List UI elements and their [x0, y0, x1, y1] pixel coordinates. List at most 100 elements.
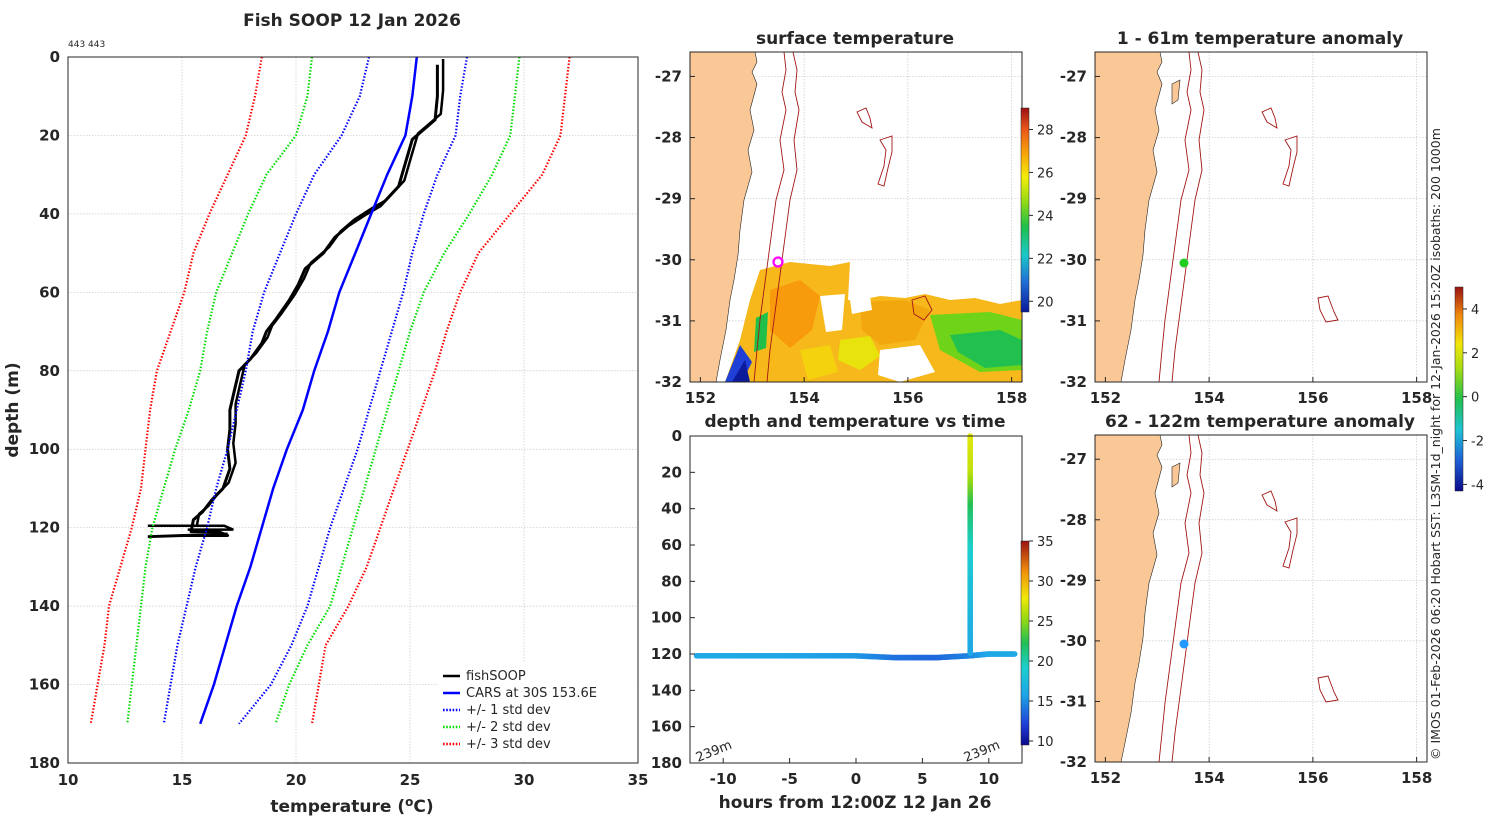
sst-colorbar [1020, 107, 1030, 313]
map-y-tick-label: -27 [655, 67, 682, 85]
map-x-tick-label: 156 [1297, 769, 1328, 787]
anom-shallow-frame [1094, 51, 1428, 383]
time-x-ticks: -10 -5 0 5 10 [710, 758, 999, 788]
anom-deep-land [1095, 435, 1163, 762]
x-tick-label: 15 [172, 771, 193, 789]
anom-deep-station [1179, 639, 1189, 649]
map-x-tick-label: 154 [788, 389, 819, 407]
map-y-tick-label: -29 [1060, 190, 1087, 208]
profile-x-label: temperature (oC) [270, 795, 433, 817]
profile-gridlines [67, 56, 639, 764]
map-y-tick-label: -30 [1060, 251, 1087, 269]
map-y-tick-label: -28 [655, 129, 682, 147]
time-y-tick-label: 20 [661, 463, 682, 481]
map-y-tick-label: -29 [655, 190, 682, 208]
colorbar-tick-label: 15 [1037, 695, 1054, 710]
map-x-tick-label: 154 [1193, 769, 1224, 787]
y-tick-label: 180 [29, 754, 60, 772]
profile-panel: Fish SOOP 12 Jan 2026 443 443 10 15 20 25 30… [3, 11, 648, 817]
anom-deep-y-ticks: -27 -28 -29 -30 -31 -32 [1060, 450, 1100, 771]
map-y-tick-label: -30 [655, 251, 682, 269]
sst-station-marker [772, 256, 784, 268]
anom-deep-frame [1094, 434, 1428, 763]
y-tick-label: 140 [29, 597, 60, 615]
time-y-tick-label: 180 [651, 754, 682, 772]
map-y-tick-label: -28 [1060, 511, 1087, 529]
map-y-tick-label: -32 [1060, 753, 1087, 771]
anom-deep-isobaths [1158, 435, 1339, 762]
time-data-point [967, 650, 973, 656]
anom-shallow-title: 1 - 61m temperature anomaly [1117, 29, 1403, 49]
time-x-tick-label: 5 [917, 770, 927, 788]
anom-shallow-panel: 1 - 61m temperature anomaly 152 154 156 158… [1060, 29, 1432, 407]
anom-shallow-isobaths [1158, 52, 1339, 382]
colorbar-tick-label: 26 [1037, 166, 1054, 181]
map-y-tick-label: -31 [1060, 312, 1087, 330]
profile-header-note: 443 443 [68, 40, 105, 50]
series-line--1-std-dev [162, 56, 371, 724]
time-y-tick-label: 120 [651, 645, 682, 663]
anom-colorbar-ticks: 4 2 0 -2 -4 [1463, 303, 1484, 493]
anom-shallow-x-ticks: 152 154 156 158 [1090, 377, 1432, 407]
time-y-tick-label: 100 [651, 609, 682, 627]
y-tick-label: 100 [29, 440, 60, 458]
fishsoop-bottom-mark [147, 532, 228, 539]
colorbar-tick-label: 4 [1471, 303, 1479, 318]
map-x-tick-label: 152 [685, 389, 716, 407]
map-x-tick-label: 152 [1090, 389, 1121, 407]
time-y-tick-label: 140 [651, 681, 682, 699]
map-y-tick-label: -32 [655, 373, 682, 391]
map-y-tick-label: -27 [1060, 67, 1087, 85]
legend-item-cars: CARS at 30S 153.6E [466, 686, 597, 701]
time-data-point [1011, 651, 1018, 657]
y-tick-label: 0 [50, 48, 60, 66]
profile-x-ticks: 10 15 20 25 30 35 [58, 771, 649, 789]
time-y-tick-label: 40 [661, 500, 682, 518]
time-x-tick-label: -5 [781, 770, 798, 788]
map-y-tick-label: -31 [655, 312, 682, 330]
time-panel-title: depth and temperature vs time [705, 412, 1006, 432]
sst-map-y-ticks: -27 -28 -29 -30 -31 -32 [655, 67, 695, 391]
map-x-tick-label: 154 [1193, 389, 1224, 407]
y-tick-label: 20 [39, 126, 60, 144]
anom-deep-title: 62 - 122m temperature anomaly [1105, 412, 1415, 432]
time-panel: depth and temperature vs time -10 -5 0 5 10 … [651, 412, 1054, 813]
x-tick-label: 20 [286, 771, 307, 789]
map-x-tick-label: 156 [1297, 389, 1328, 407]
y-tick-label: 160 [29, 676, 60, 694]
map-y-tick-label: -30 [1060, 632, 1087, 650]
colorbar-tick-label: 10 [1037, 735, 1054, 750]
colorbar-tick-label: 20 [1037, 295, 1054, 310]
series-line-cars-at-30s-153-6e [199, 56, 419, 725]
colorbar-tick-label: 2 [1471, 347, 1479, 362]
profile-series [89, 56, 571, 725]
x-tick-label: 30 [514, 771, 535, 789]
profile-y-ticks: 0 20 40 60 80 100 120 140 160 180 [29, 48, 60, 772]
x-tick-label: 25 [400, 771, 421, 789]
colorbar-tick-label: 35 [1037, 535, 1054, 550]
map-y-tick-label: -27 [1060, 450, 1087, 468]
time-y-tick-label: 160 [651, 718, 682, 736]
sst-map-land [690, 52, 758, 382]
time-x-tick-label: -10 [710, 770, 737, 788]
time-x-tick-label: 10 [978, 770, 999, 788]
profile-title: Fish SOOP 12 Jan 2026 [243, 11, 461, 31]
y-tick-label: 120 [29, 519, 60, 537]
legend-item-2std: +/- 2 std dev [466, 720, 551, 735]
temp-colorbar-ticks: 10 15 20 25 30 35 [1029, 535, 1054, 750]
legend-item-fishsoop: fishSOOP [466, 669, 526, 684]
time-y-tick-label: 0 [672, 427, 682, 445]
colorbar-tick-label: 30 [1037, 575, 1054, 590]
x-tick-label: 35 [628, 771, 649, 789]
sst-colorbar-ticks: 20 22 24 26 28 [1029, 123, 1054, 310]
annotation-239m-left: 239m [694, 738, 734, 766]
series-line--1-std-dev [238, 56, 469, 725]
map-x-tick-label: 158 [1401, 769, 1432, 787]
profile-axes-frame [67, 56, 639, 764]
map-y-tick-label: -29 [1060, 571, 1087, 589]
profile-y-label: depth (m) [3, 362, 23, 457]
series-line--2-std-dev [274, 56, 521, 725]
sst-map-isobaths [753, 52, 933, 382]
anom-shallow-station [1179, 258, 1189, 268]
y-tick-label: 40 [39, 205, 60, 223]
